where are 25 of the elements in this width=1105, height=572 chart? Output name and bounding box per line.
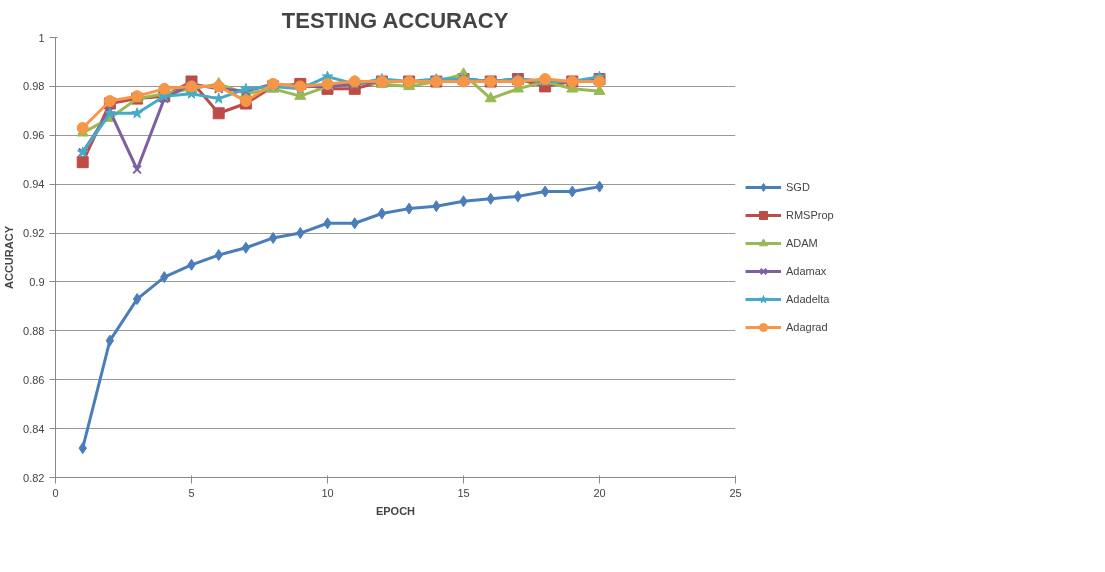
legend-label: Adadelta — [786, 293, 830, 305]
chart-title: TESTING ACCURACY — [281, 7, 509, 33]
x-tick-label: 5 — [188, 486, 195, 499]
legend-label: RMSProp — [786, 209, 834, 221]
y-axis-title: ACCURACY — [3, 225, 16, 289]
y-tick-label: 0.82 — [23, 471, 45, 484]
x-axis-title: EPOCH — [375, 504, 416, 517]
y-tick-label: 0.94 — [23, 178, 45, 191]
x-tick-label: 10 — [321, 486, 334, 499]
y-tick-label: 0.92 — [23, 227, 45, 240]
x-tick-label: 0 — [52, 486, 59, 499]
y-tick-label: 0.9 — [29, 275, 45, 288]
y-tick-label: 0.96 — [23, 129, 45, 142]
x-tick-label: 25 — [729, 486, 742, 499]
x-tick-label: 20 — [593, 486, 606, 499]
y-tick-label: 0.84 — [23, 422, 45, 435]
y-tick-label: 0.86 — [23, 373, 45, 386]
y-tick-label: 1 — [38, 31, 45, 44]
legend-label: Adamax — [786, 265, 827, 277]
x-tick-label: 15 — [457, 486, 470, 499]
y-tick-label: 0.98 — [23, 80, 45, 93]
legend-label: ADAM — [786, 237, 818, 249]
legend-label: Adagrad — [786, 321, 828, 333]
y-tick-label: 0.88 — [23, 324, 45, 337]
legend-label: SGD — [786, 181, 810, 193]
